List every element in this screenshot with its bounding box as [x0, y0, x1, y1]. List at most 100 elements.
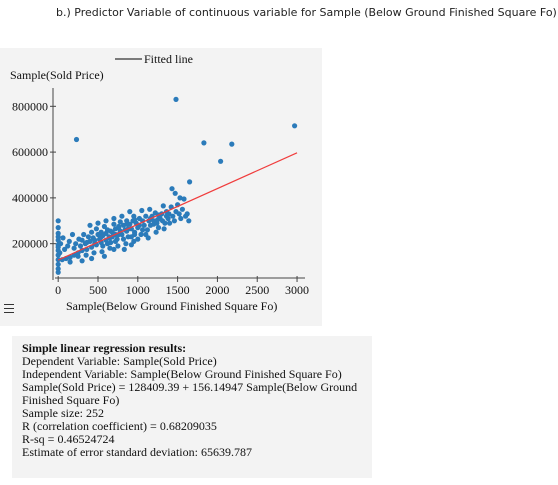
data-point [177, 195, 183, 201]
data-point [121, 246, 127, 252]
x-tick-label: 1000 [126, 283, 150, 297]
data-point [91, 250, 97, 256]
data-point [160, 203, 166, 209]
fitted-line-group [57, 152, 298, 261]
page-heading: b.) Predictor Variable of continuous var… [56, 6, 557, 19]
data-point [176, 211, 182, 217]
data-point [141, 222, 147, 228]
results-line: R-sq = 0.46524724 [22, 432, 115, 446]
data-point [139, 207, 145, 214]
data-point [100, 233, 106, 239]
data-point [77, 243, 84, 249]
data-point [67, 254, 73, 260]
data-points [55, 96, 298, 275]
data-point [73, 241, 79, 247]
data-point [93, 226, 99, 232]
data-point [73, 136, 80, 143]
data-point [89, 255, 95, 262]
x-tick-label: 0 [55, 283, 61, 297]
data-point [163, 213, 170, 219]
data-point [135, 236, 141, 242]
data-point [111, 246, 117, 252]
data-point [111, 215, 117, 222]
data-point [124, 221, 130, 227]
data-point [127, 209, 133, 215]
y-ticks: 200000 400000 600000 800000 [12, 99, 56, 251]
data-point [79, 237, 85, 243]
data-point [138, 231, 144, 238]
data-point [128, 234, 134, 240]
data-point [144, 227, 150, 233]
data-point [101, 253, 107, 259]
data-point [81, 231, 87, 238]
data-point [140, 227, 146, 233]
legend: Fitted line [115, 52, 193, 66]
data-point [173, 96, 179, 102]
data-point [171, 218, 177, 224]
chart-panel: Fitted line Sample(Sold Price) Sample(Be… [0, 48, 322, 326]
data-point [115, 243, 121, 249]
data-point [117, 219, 123, 225]
data-point [75, 253, 81, 259]
data-point [100, 243, 106, 249]
data-point [170, 213, 176, 219]
data-point [55, 225, 61, 231]
legend-label: Fitted line [144, 52, 193, 66]
data-point [172, 190, 178, 196]
data-point [135, 225, 141, 231]
data-point [83, 252, 89, 258]
data-point [128, 242, 134, 248]
data-point [95, 220, 101, 226]
regression-results: Simple linear regression results: Depend… [22, 342, 357, 459]
data-point [145, 235, 151, 241]
data-point [162, 220, 168, 226]
y-tick-label: 200000 [12, 237, 48, 251]
data-point [66, 238, 72, 244]
data-point [147, 206, 153, 212]
data-point [55, 234, 61, 240]
data-point [229, 141, 235, 147]
data-point [103, 218, 109, 224]
x-axis-label: Sample(Below Ground Finished Square Fo) [66, 299, 277, 313]
data-point [123, 241, 129, 247]
y-axis-label: Sample(Sold Price) [10, 68, 104, 82]
data-point [87, 222, 93, 228]
data-point [132, 217, 138, 223]
data-point [112, 238, 119, 244]
data-point [181, 196, 187, 202]
data-point [186, 218, 192, 224]
x-tick-label: 500 [89, 283, 107, 297]
data-point [65, 243, 71, 249]
y-tick-label: 400000 [12, 191, 48, 205]
data-point [60, 235, 66, 241]
results-line: Finished Square Fo) [22, 393, 120, 407]
data-point [119, 213, 125, 219]
data-point [71, 245, 77, 251]
data-point [111, 221, 117, 227]
results-line: Independent Variable: Sample(Below Groun… [22, 367, 342, 381]
data-point [62, 246, 68, 252]
data-point [92, 237, 98, 243]
data-point [120, 236, 127, 242]
data-point [89, 229, 95, 235]
data-point [143, 213, 149, 219]
data-point [55, 218, 61, 224]
results-line: Dependent Variable: Sample(Sold Price) [22, 354, 217, 368]
x-tick-label: 2500 [245, 283, 269, 297]
data-point [147, 222, 154, 228]
data-point [116, 223, 122, 230]
y-tick-label: 800000 [12, 99, 48, 113]
data-point [58, 241, 64, 247]
results-title: Simple linear regression results: [22, 341, 187, 355]
y-tick-label: 600000 [12, 145, 48, 159]
data-point [55, 261, 61, 267]
data-point [99, 249, 105, 255]
data-point [67, 259, 73, 265]
data-point [107, 245, 113, 251]
data-point [183, 213, 189, 219]
hamburger-menu-icon[interactable] [4, 304, 14, 315]
regression-results-panel: Simple linear regression results: Depend… [12, 336, 372, 478]
x-ticks: 0 500 1000 1500 2000 2500 3000 [55, 276, 309, 297]
data-point [79, 258, 85, 264]
x-tick-label: 3000 [285, 283, 309, 297]
